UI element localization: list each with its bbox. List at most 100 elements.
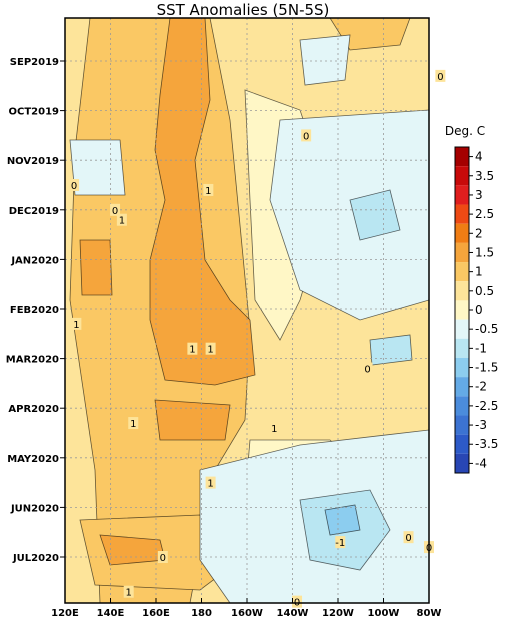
- colorbar-label: 2.5: [475, 207, 494, 221]
- anomaly-patch: [79, 239, 113, 296]
- contour-label-bg: [205, 342, 216, 355]
- colorbar-swatch: [455, 242, 469, 263]
- x-tick-label: 140W: [277, 608, 309, 619]
- y-tick-label: JUL2020: [12, 553, 59, 564]
- x-tick-label: 140E: [97, 608, 125, 619]
- colorbar-label: 1.5: [475, 245, 494, 259]
- contour-label-bg: [362, 362, 373, 375]
- colorbar-swatch: [455, 185, 469, 205]
- colorbar-label: 0: [475, 303, 483, 317]
- contour-label-bg: [435, 69, 446, 82]
- contour-label-bg: [123, 585, 134, 598]
- contour-label: 1: [119, 216, 125, 227]
- contour-label: 0: [405, 533, 411, 544]
- colorbar-swatch: [455, 434, 469, 454]
- contour-label-bg: [205, 476, 216, 489]
- colorbar-swatch: [455, 319, 469, 339]
- x-tick-label: 180: [191, 608, 212, 619]
- colorbar-swatch: [455, 223, 469, 243]
- colorbar-swatch: [455, 377, 469, 397]
- y-tick-label: JAN2020: [10, 255, 59, 266]
- colorbar-label: -2: [475, 380, 487, 394]
- contour-label: 0: [437, 72, 443, 83]
- contour-label: 1: [130, 419, 136, 430]
- colorbar-swatch: [455, 262, 469, 282]
- contour-label: 1: [126, 588, 132, 599]
- colorbar-label: -2.5: [475, 399, 498, 413]
- y-tick-label: OCT2019: [9, 107, 60, 118]
- colorbar-label: -4: [475, 456, 487, 470]
- x-axis: 120E 140E 160E 180 160W 140W 120W 100W 80W: [51, 598, 441, 619]
- colorbar-label: -3.5: [475, 437, 498, 451]
- contour-label-bg: [335, 536, 346, 549]
- x-tick-label: 120E: [51, 608, 79, 619]
- colorbar-swatch: [455, 204, 469, 224]
- gridlines: [65, 18, 429, 603]
- contour-label-bg: [116, 213, 127, 226]
- anomaly-patch: [69, 139, 126, 196]
- contour-label-bg: [301, 129, 312, 142]
- chart-title: SST Anomalies (5N-5S): [157, 1, 330, 19]
- contour-label-bg: [292, 595, 303, 608]
- anomaly-patch: [299, 34, 351, 86]
- anomaly-patch: [269, 109, 429, 321]
- contour-label: -1: [335, 538, 345, 549]
- colorbar-title: Deg. C: [445, 124, 485, 138]
- anomaly-patch: [149, 18, 256, 386]
- colorbar-swatch: [455, 338, 469, 358]
- contour-label-bg: [128, 417, 139, 430]
- y-tick-label: MAR2020: [6, 355, 59, 366]
- contour-label: 0: [303, 131, 309, 142]
- x-tick-label: 80W: [417, 608, 442, 619]
- colorbar-label: 0.5: [475, 284, 494, 298]
- anomaly-patch: [154, 399, 231, 441]
- anomaly-shading: [69, 18, 429, 603]
- colorbar-label: 3.5: [475, 169, 494, 183]
- colorbar-swatch: [455, 147, 469, 167]
- y-tick-label: MAY2020: [7, 454, 59, 465]
- contour-label: 0: [112, 206, 118, 217]
- x-tick-label: 160E: [142, 608, 170, 619]
- colorbar-label: 2: [475, 226, 483, 240]
- anomaly-patch: [369, 334, 413, 366]
- colorbar-label: 1: [475, 265, 483, 279]
- colorbar-label: -0.5: [475, 322, 498, 336]
- colorbar-label: 3: [475, 188, 483, 202]
- colorbar-swatch: [455, 300, 469, 320]
- y-tick-label: SEP2019: [10, 57, 59, 68]
- colorbar-frame: [454, 146, 470, 474]
- colorbar-label: -3: [475, 418, 487, 432]
- contour-label-bg: [157, 551, 168, 563]
- contour-label: 1: [271, 424, 277, 435]
- contour-label: 1: [207, 479, 213, 490]
- contour-label-bg: [203, 183, 214, 196]
- contour-label: 0: [71, 181, 77, 192]
- colorbar: 4 3.5 3 2.5 2 1.5 1 0.5 0 -0.5 -1 -1.5 -2 -2.5 -3 -3.5 -…: [454, 146, 498, 474]
- contour-label-bg: [187, 342, 198, 355]
- anomaly-patch: [324, 504, 361, 536]
- contour-label: 1: [73, 320, 79, 331]
- y-tick-label: APR2020: [8, 404, 59, 415]
- contour-label-bg: [71, 317, 82, 330]
- colorbar-swatch: [455, 357, 469, 378]
- y-tick-label: DEC2019: [9, 206, 59, 217]
- colorbar-swatch: [455, 453, 469, 473]
- colorbar-label: -1.5: [475, 361, 498, 375]
- contour-label-bg: [69, 179, 80, 191]
- anomaly-patch: [349, 189, 401, 241]
- y-tick-label: FEB2020: [10, 305, 59, 316]
- contour-label: 0: [160, 553, 166, 564]
- colorbar-swatch: [455, 166, 469, 186]
- colorbar-label: -1: [475, 341, 487, 355]
- contour-label: 1: [207, 345, 213, 356]
- y-tick-label: NOV2019: [7, 156, 59, 167]
- colorbar-swatch: [455, 281, 469, 301]
- contour-label-bg: [403, 531, 414, 544]
- colorbar-swatch: [455, 415, 469, 435]
- anomaly-patch: [99, 534, 166, 566]
- y-axis: SEP2019 OCT2019 NOV2019 DEC2019 JAN2020 FEB20…: [6, 57, 65, 564]
- contour-label: 1: [205, 186, 211, 197]
- x-tick-label: 160W: [231, 608, 263, 619]
- x-tick-label: 120W: [322, 608, 354, 619]
